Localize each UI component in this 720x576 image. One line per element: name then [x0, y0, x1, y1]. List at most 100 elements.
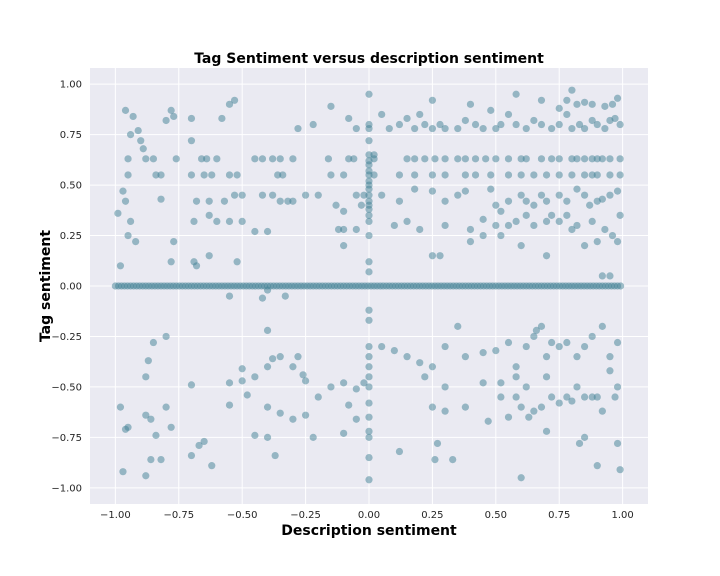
data-point [263, 286, 272, 294]
data-point [611, 114, 619, 123]
data-point [276, 353, 284, 361]
data-point [428, 171, 437, 179]
data-point [563, 211, 571, 219]
data-point [195, 441, 203, 450]
data-point [139, 145, 147, 153]
data-point [542, 171, 551, 179]
data-point [289, 363, 297, 371]
data-point [187, 451, 196, 460]
data-point [276, 197, 284, 205]
data-point [573, 353, 581, 361]
data-point [213, 155, 221, 163]
data-point [497, 393, 505, 401]
y-tick-label: −0.50 [51, 382, 82, 393]
data-point [233, 258, 241, 266]
data-point [365, 90, 373, 98]
data-point [411, 171, 419, 179]
data-point [421, 155, 429, 163]
data-point [142, 472, 150, 480]
data-point [471, 155, 480, 163]
data-point [416, 225, 424, 234]
data-point [142, 155, 150, 163]
data-point [192, 262, 201, 270]
data-point [608, 231, 617, 240]
data-point [395, 447, 404, 456]
data-point [294, 124, 302, 133]
data-point [340, 207, 348, 215]
data-point [431, 155, 439, 163]
data-point [512, 90, 520, 98]
data-point [555, 104, 563, 112]
data-point [365, 399, 373, 407]
data-point [613, 439, 622, 448]
data-point [537, 96, 546, 104]
data-point [124, 155, 132, 163]
data-point [461, 116, 469, 125]
data-point [126, 131, 135, 139]
data-point [365, 171, 373, 179]
data-point [121, 106, 130, 114]
data-point [365, 185, 373, 193]
data-point [390, 221, 398, 230]
data-point [433, 439, 442, 448]
data-point [395, 171, 404, 179]
data-point [454, 322, 462, 330]
data-point [466, 237, 475, 246]
data-point [454, 124, 462, 133]
data-point [504, 197, 513, 205]
data-point [365, 151, 373, 159]
data-point [512, 217, 520, 226]
data-point [522, 383, 530, 391]
data-point [586, 201, 594, 209]
data-point [517, 171, 525, 179]
data-point [187, 137, 196, 145]
data-point [124, 231, 132, 240]
y-tick-label: 0.50 [60, 181, 82, 192]
data-point [542, 197, 551, 205]
data-point [269, 191, 277, 199]
data-point [324, 155, 333, 163]
data-point [441, 171, 449, 179]
data-point [403, 217, 411, 226]
data-point [365, 258, 373, 266]
data-point [238, 365, 246, 373]
data-point [416, 359, 424, 367]
data-point [395, 197, 404, 205]
data-point [327, 383, 335, 391]
data-point [598, 155, 606, 163]
data-point [421, 373, 429, 381]
data-point [365, 363, 373, 371]
data-point [360, 379, 368, 387]
data-point [461, 171, 469, 179]
data-point [365, 124, 373, 133]
data-point [563, 338, 571, 347]
data-point [365, 316, 373, 324]
data-point [613, 338, 622, 347]
data-point [461, 353, 469, 361]
data-point [517, 403, 525, 411]
data-point [580, 98, 589, 106]
data-point [411, 155, 419, 163]
data-point [497, 207, 505, 215]
data-point [116, 262, 125, 270]
data-point [479, 379, 487, 387]
data-point [613, 187, 622, 195]
data-point [116, 403, 125, 411]
data-point [132, 237, 140, 246]
data-point [230, 191, 239, 199]
data-point [568, 124, 576, 133]
data-point [616, 211, 624, 219]
data-point [616, 120, 624, 129]
data-point [431, 455, 439, 464]
x-axis-title: Description sentiment [281, 523, 457, 539]
data-point [537, 120, 546, 129]
y-tick-label: 0.75 [60, 130, 82, 141]
data-point [580, 124, 589, 133]
data-point [613, 237, 622, 246]
data-point [352, 415, 360, 423]
data-point [225, 171, 234, 179]
data-point [162, 332, 170, 341]
data-point [403, 114, 411, 123]
data-point [395, 120, 404, 129]
